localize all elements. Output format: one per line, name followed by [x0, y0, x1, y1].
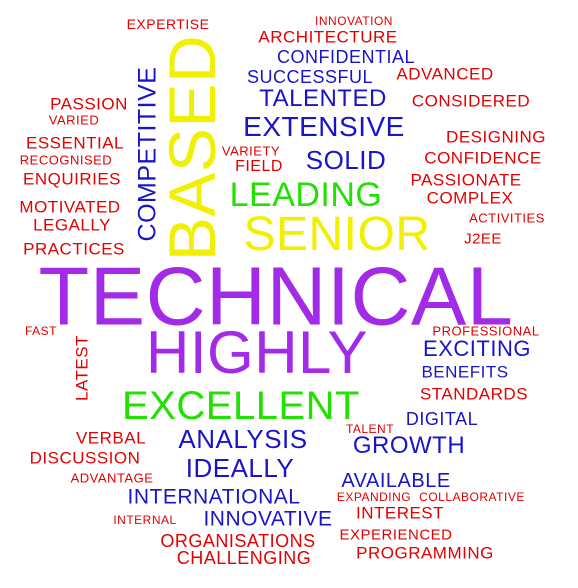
word-professional: PROFESSIONAL: [432, 323, 540, 339]
word-j2ee: J2EE: [464, 230, 502, 248]
word-talent: TALENT: [345, 422, 395, 436]
word-designing: DESIGNING: [446, 127, 546, 147]
word-discussion: DISCUSSION: [29, 448, 141, 468]
word-benefits: BENEFITS: [421, 362, 509, 382]
word-varied: VARIED: [48, 112, 100, 128]
word-technical: TECHNICAL: [38, 249, 514, 343]
word-available: AVAILABLE: [341, 470, 451, 492]
word-confidence: CONFIDENCE: [424, 148, 542, 168]
word-interest: INTEREST: [355, 503, 445, 523]
word-excellent: EXCELLENT: [122, 384, 360, 428]
word-programming: PROGRAMMING: [356, 543, 494, 563]
word-growth: GROWTH: [352, 432, 466, 459]
word-practices: PRACTICES: [23, 239, 125, 259]
word-recognised: RECOGNISED: [19, 152, 113, 168]
word-based: BASED: [155, 34, 229, 262]
word-international: INTERNATIONAL: [127, 485, 301, 509]
word-advanced: ADVANCED: [396, 64, 494, 84]
word-enquiries: ENQUIRIES: [22, 169, 122, 189]
word-field: FIELD: [235, 158, 283, 175]
word-highly: HIGHLY: [146, 319, 368, 386]
word-verbal: VERBAL: [75, 428, 147, 448]
word-legally: LEGALLY: [33, 215, 111, 235]
word-organisations: ORGANISATIONS: [160, 531, 316, 551]
word-challenging: CHALLENGING: [176, 548, 312, 568]
word-considered: CONSIDERED: [411, 91, 531, 111]
word-latest: LATEST: [72, 335, 92, 401]
word-expanding: EXPANDING: [336, 490, 412, 504]
word-complex: COMPLEX: [426, 188, 514, 208]
word-motivated: MOTIVATED: [19, 197, 121, 217]
word-ideally: IDEALLY: [185, 453, 295, 483]
word-innovative: INNOVATIVE: [203, 507, 333, 531]
word-passion: PASSION: [50, 94, 128, 114]
word-fast: FAST: [24, 324, 58, 338]
word-activities: ACTIVITIES: [469, 210, 545, 226]
word-leading: LEADING: [229, 176, 383, 214]
word-collaborative: COLLABORATIVE: [419, 490, 525, 504]
word-exciting: EXCITING: [423, 336, 531, 361]
word-internal: INTERNAL: [113, 513, 177, 527]
word-successful: SUCCESSFUL: [246, 67, 374, 87]
word-analysis: ANALYSIS: [178, 424, 308, 454]
word-architecture: ARCHITECTURE: [258, 27, 398, 47]
word-essential: ESSENTIAL: [25, 133, 125, 153]
word-solid: SOLID: [305, 145, 387, 175]
word-innovation: INNOVATION: [315, 14, 393, 28]
word-digital: DIGITAL: [405, 409, 479, 429]
word-expertise: EXPERTISE: [126, 16, 210, 32]
word-senior: SENIOR: [243, 208, 431, 261]
word-advantage: ADVANTAGE: [70, 470, 154, 486]
word-extensive: EXTENSIVE: [243, 111, 405, 142]
word-passionate: PASSIONATE: [410, 170, 522, 190]
word-standards: STANDARDS: [419, 384, 529, 404]
word-talented: TALENTED: [259, 85, 387, 112]
word-confidential: CONFIDENTIAL: [276, 47, 416, 67]
word-variety: VARIETY: [221, 143, 281, 159]
word-experienced: EXPERIENCED: [339, 526, 453, 544]
